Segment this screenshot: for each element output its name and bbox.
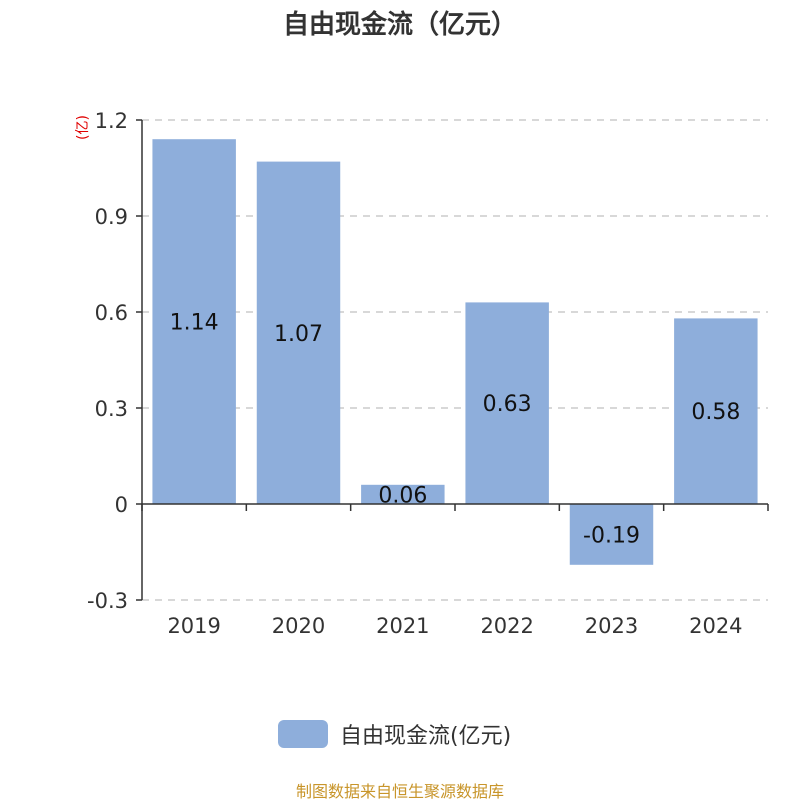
x-tick-label: 2019 (167, 614, 220, 638)
bars (152, 139, 758, 565)
bar-2019 (152, 139, 236, 504)
x-tick-label: 2021 (376, 614, 429, 638)
y-tick-label: 0.3 (95, 397, 128, 421)
data-label: 1.14 (170, 311, 219, 336)
data-label: 1.07 (274, 322, 323, 347)
bar-chart: -0.3 0 0.3 0.6 0.9 1.2 2019 2020 2021 2022 2023 202… (87, 109, 769, 638)
bar-2023 (569, 504, 654, 565)
data-label: 0.63 (483, 392, 532, 417)
y-tick-label: 0.6 (95, 301, 128, 325)
data-labels: 1.14 1.07 0.06 0.63 -0.19 0.58 (170, 311, 741, 549)
chart-title: 自由现金流（亿元） (282, 10, 517, 40)
source-note: 制图数据来自恒生聚源数据库 (295, 782, 504, 801)
legend-label: 自由现金流(亿元) (340, 724, 512, 749)
bar-2024 (674, 318, 758, 504)
x-tick-label: 2024 (689, 614, 742, 638)
y-tick-label: 0.9 (95, 205, 128, 229)
y-tick-label: -0.3 (87, 589, 128, 613)
legend-swatch (278, 720, 328, 748)
data-label: 0.58 (691, 400, 740, 425)
data-label: -0.19 (583, 523, 640, 548)
bar-2020 (256, 161, 341, 504)
bar-2022 (465, 302, 549, 504)
legend[interactable]: 自由现金流(亿元) (278, 718, 511, 750)
y-tick-label: 1.2 (95, 109, 128, 133)
x-tick-label: 2020 (272, 614, 325, 638)
axes: -0.3 0 0.3 0.6 0.9 1.2 2019 2020 2021 2022 2023 202… (87, 109, 769, 638)
y-tick-label: 0 (115, 493, 128, 517)
grid-lines (142, 119, 768, 601)
x-tick-label: 2022 (480, 614, 533, 638)
bar-2021 (361, 484, 445, 504)
data-label: 0.06 (378, 483, 427, 508)
x-tick-label: 2023 (585, 614, 638, 638)
